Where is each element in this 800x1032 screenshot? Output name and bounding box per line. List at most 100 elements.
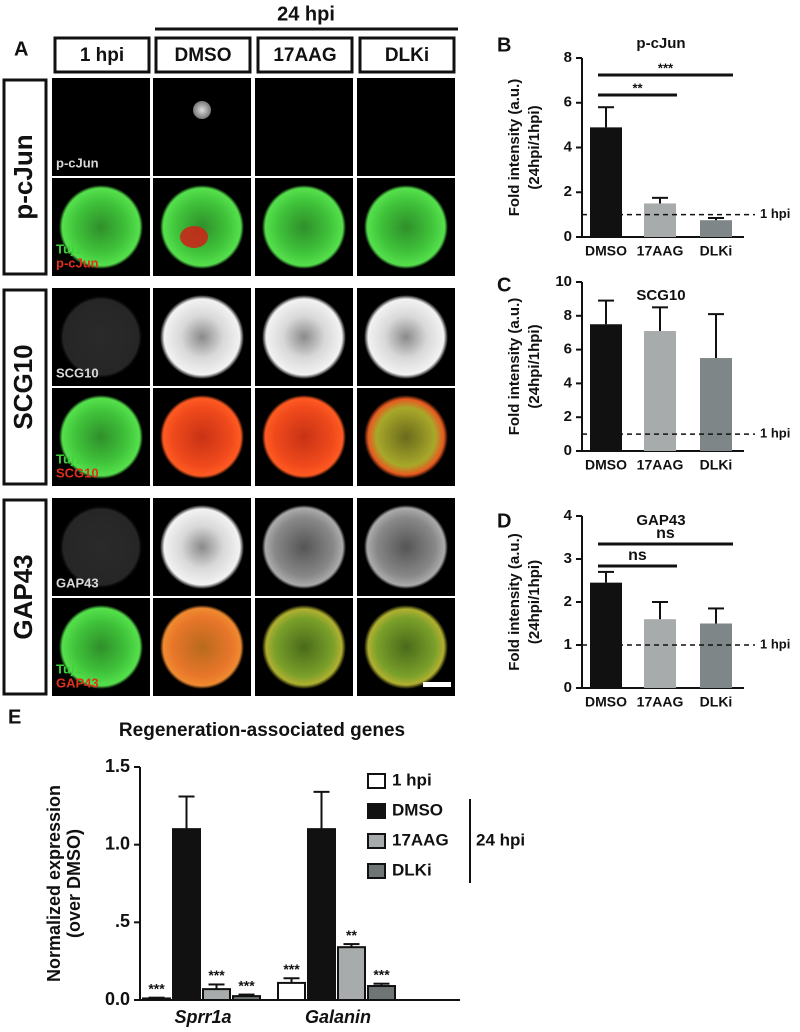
cell-body [160, 395, 244, 479]
cell-body [262, 185, 346, 269]
bar [337, 946, 366, 1001]
bar [700, 220, 732, 237]
x-tick-label: DLKi [700, 694, 733, 710]
panel-letter: E [8, 706, 21, 728]
bar [590, 127, 622, 237]
legend-swatch [367, 773, 386, 789]
cell-body [160, 185, 244, 269]
micrograph [153, 78, 251, 176]
channel-label: p-cJun [56, 255, 99, 270]
row-label-box [2, 78, 48, 276]
cell-body [160, 295, 244, 379]
column-header-box [358, 36, 456, 74]
cell-body [364, 395, 448, 479]
panel-letter: C [497, 274, 511, 296]
y-axis-label: Fold intensity (a.u.) [506, 298, 523, 436]
y-tick-label: 4 [564, 507, 573, 524]
cell-body [59, 505, 143, 589]
column-header: 1 hpi [80, 45, 124, 66]
chart-title: GAP43 [636, 512, 685, 529]
x-tick-label: DLKi [700, 457, 733, 473]
cell-body [160, 505, 244, 589]
x-tick-label: Galanin [305, 1007, 371, 1027]
scale-bar [423, 682, 451, 687]
chart-title: Regeneration-associated genes [119, 720, 405, 741]
channel-label: SCG10 [56, 465, 99, 480]
legend-swatch [367, 803, 386, 819]
row-label: p-cJun [8, 134, 38, 219]
channel-label: GAP43 [56, 675, 99, 690]
signal [180, 226, 208, 248]
cell-body [59, 295, 143, 379]
bar [202, 988, 231, 1001]
bar [644, 331, 676, 451]
channel-label: Tuj1 [56, 451, 82, 466]
channel-label: SCG10 [56, 365, 99, 380]
channel-label: p-cJun [56, 155, 99, 170]
micrograph [255, 78, 353, 176]
y-axis-label: Fold intensity (a.u.) [506, 533, 523, 671]
column-header-box [154, 36, 252, 74]
cell-body [262, 605, 346, 689]
channel-label: GAP43 [56, 575, 99, 590]
channel-label: Tuj1 [56, 241, 82, 256]
y-tick-label: 3 [564, 550, 572, 567]
y-tick-label: 0.0 [105, 989, 130, 1009]
row-label: GAP43 [8, 554, 38, 639]
x-tick-label: DMSO [585, 694, 627, 710]
legend-label: DMSO [392, 800, 443, 819]
y-tick-label: 10 [555, 273, 572, 290]
reference-label: 1 hpi [760, 636, 790, 651]
y-tick-label: 0 [564, 228, 572, 245]
y-tick-label: 1.0 [105, 833, 130, 853]
cell-body [364, 295, 448, 379]
column-header: 17AAG [273, 45, 336, 66]
bar [644, 203, 676, 237]
legend-group-label: 24 hpi [476, 830, 525, 849]
y-tick-label: 8 [564, 307, 572, 324]
column-header: DLKi [385, 45, 429, 66]
bar [307, 828, 336, 1002]
column-header-box [53, 36, 151, 74]
row-label: SCG10 [8, 344, 38, 429]
bar [232, 995, 261, 1001]
y-tick-label: 1.5 [105, 756, 130, 776]
cell-body [59, 605, 143, 689]
column-header: DMSO [175, 45, 232, 66]
y-tick-label: 6 [564, 94, 572, 111]
bar [590, 582, 622, 688]
legend-swatch [367, 833, 386, 849]
y-axis-label: (over DMSO) [64, 829, 84, 938]
bar [700, 623, 732, 688]
x-tick-label: 17AAG [637, 243, 684, 259]
cell-body [59, 395, 143, 479]
bar [700, 358, 732, 451]
signal [193, 101, 211, 119]
x-tick-label: DMSO [585, 243, 627, 259]
x-tick-label: DMSO [585, 457, 627, 473]
y-axis-label: (24hpi/1hpi) [526, 105, 543, 189]
significance-label: *** [148, 980, 165, 996]
significance-label: ns [628, 547, 647, 564]
significance-label: *** [283, 961, 300, 977]
row-label-box [2, 288, 48, 486]
cell-body [262, 395, 346, 479]
significance-label: *** [238, 977, 255, 993]
chart-title: SCG10 [636, 287, 685, 304]
y-tick-label: .5 [115, 911, 130, 931]
y-tick-label: 8 [564, 49, 572, 66]
panel-letter: B [497, 34, 511, 56]
cell-body [160, 605, 244, 689]
y-axis-label: Fold intensity (a.u.) [506, 79, 523, 217]
micrograph [52, 78, 150, 176]
row-label-box [2, 498, 48, 696]
reference-label: 1 hpi [760, 206, 790, 221]
bar [590, 324, 622, 451]
y-tick-label: 6 [564, 341, 572, 358]
panel-letter: D [497, 510, 511, 532]
reference-label: 1 hpi [760, 426, 790, 441]
y-tick-label: 2 [564, 408, 572, 425]
x-tick-label: DLKi [700, 243, 733, 259]
x-tick-label: 17AAG [637, 457, 684, 473]
y-axis-label: (24hpi/1hpi) [526, 560, 543, 644]
